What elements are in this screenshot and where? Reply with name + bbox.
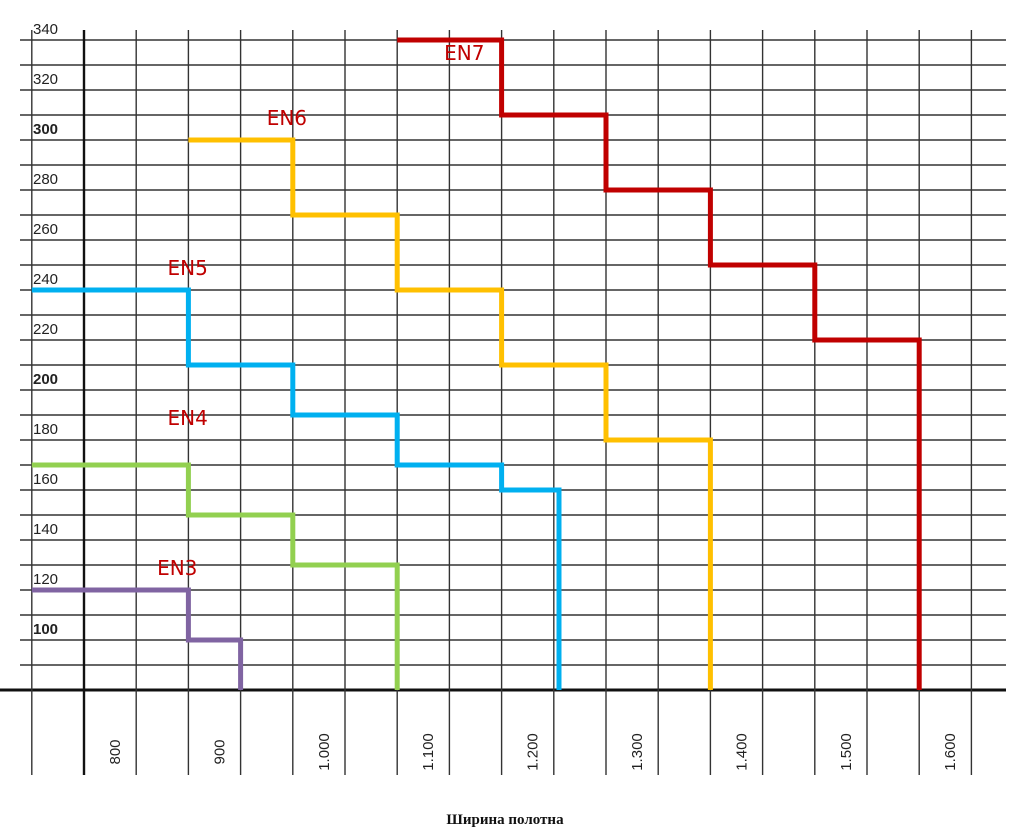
y-tick-label: 140 (33, 521, 58, 538)
y-tick-label: 160 (33, 471, 58, 488)
y-tick-label: 320 (33, 71, 58, 88)
series-label-en3: EN3 (157, 556, 197, 580)
x-tick-label: 900 (211, 739, 228, 764)
series-label-en6: EN6 (267, 106, 307, 130)
series-lines (31, 37, 922, 690)
series-label-en7: EN7 (444, 41, 484, 65)
series-labels: EN3 EN4 EN5 EN6 EN7 (157, 41, 484, 580)
y-tick-label: 200 (33, 371, 58, 388)
series-line-en3 (31, 587, 244, 690)
series-label-en4: EN4 (168, 406, 208, 430)
x-tick-label: 800 (107, 739, 124, 764)
y-tick-label: 260 (33, 221, 58, 238)
y-tick-label: 220 (33, 321, 58, 338)
series-line-en7 (397, 37, 922, 690)
y-tick-label: 100 (33, 621, 58, 638)
series-line-en5 (31, 287, 562, 690)
y-tick-label: 240 (33, 271, 58, 288)
y-tick-label: 300 (33, 121, 58, 138)
y-tick-label: 180 (33, 421, 58, 438)
x-axis-label: Ширина полотна (446, 812, 564, 828)
y-tick-label: 340 (33, 21, 58, 38)
x-tick-label: 1.300 (629, 733, 646, 771)
y-tick-label: 280 (33, 171, 58, 188)
x-tick-label: 1.000 (316, 733, 333, 771)
x-tick-labels: 800 900 1.000 1.100 1.200 1.300 1.400 1.500 1.60… (107, 733, 959, 771)
x-tick-label: 1.400 (733, 733, 750, 771)
x-tick-label: 1.100 (420, 733, 437, 771)
grid (0, 30, 1006, 775)
y-tick-labels: 100 120 140 160 180 200 220 240 260 280 300 320 340 (33, 21, 58, 638)
series-line-en6 (188, 137, 713, 690)
series-label-en5: EN5 (168, 256, 208, 280)
x-tick-label: 1.200 (525, 733, 542, 771)
series-line-en4 (31, 462, 400, 690)
x-tick-label: 1.500 (838, 733, 855, 771)
x-tick-label: 1.600 (942, 733, 959, 771)
y-tick-label: 120 (33, 571, 58, 588)
